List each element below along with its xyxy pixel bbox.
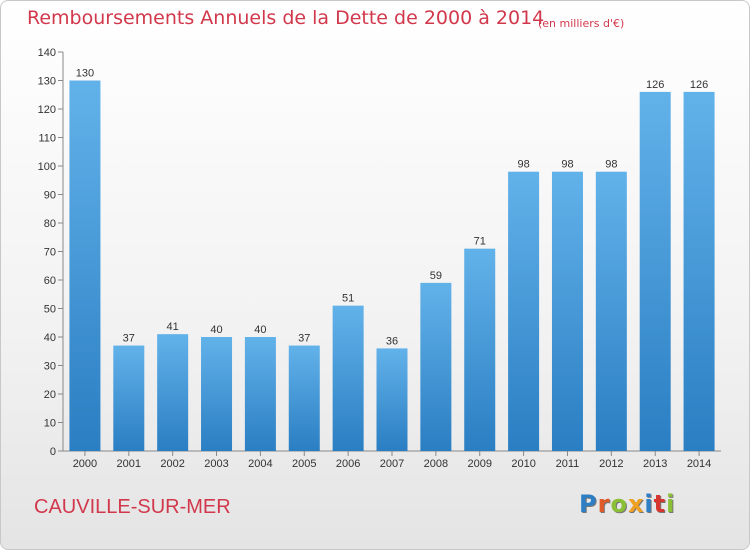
x-tick-label: 2001 <box>117 458 141 470</box>
y-tick-label: 40 <box>44 332 56 344</box>
data-labels: 130 37 41 40 40 37 51 36 59 71 98 98 98 126 126 <box>76 68 708 348</box>
brand-logo: Proxiti <box>579 490 675 518</box>
x-tick-label: 2003 <box>204 458 228 470</box>
x-tick-label: 2002 <box>160 458 184 470</box>
x-tick-label: 2008 <box>424 458 448 470</box>
y-tick-label: 70 <box>44 247 56 259</box>
y-tick-label: 30 <box>44 361 56 373</box>
x-tick-label: 2000 <box>73 458 97 470</box>
y-tick-label: 10 <box>44 418 56 430</box>
data-label: 130 <box>76 68 94 80</box>
data-label: 126 <box>646 79 664 91</box>
x-tick-label: 2014 <box>687 458 711 470</box>
brand-letter: o <box>610 490 628 518</box>
brand-letter: i <box>666 490 676 518</box>
bar <box>639 91 671 452</box>
data-label: 98 <box>517 159 529 171</box>
bar <box>551 171 583 451</box>
x-tick-label: 2011 <box>556 458 580 470</box>
y-tick-label: 100 <box>38 161 56 173</box>
bar <box>464 248 496 451</box>
y-tick-label: 80 <box>44 218 56 230</box>
bar <box>376 348 408 451</box>
y-tick-label: 140 <box>38 47 56 59</box>
bar <box>288 345 320 451</box>
data-label: 98 <box>605 159 617 171</box>
data-label: 51 <box>342 293 354 305</box>
y-tick-label: 120 <box>38 104 56 116</box>
x-tick-label: 2006 <box>336 458 360 470</box>
brand-letter: t <box>653 490 667 518</box>
bar <box>595 171 627 451</box>
data-label: 126 <box>690 79 708 91</box>
x-tick-label: 2012 <box>599 458 623 470</box>
y-tick-label: 110 <box>38 133 56 145</box>
y-tick-label: 20 <box>44 389 56 401</box>
y-tick-label: 50 <box>44 304 56 316</box>
data-label: 59 <box>430 270 442 282</box>
chart-title: Remboursements Annuels de la Dette de 20… <box>27 7 545 29</box>
chart-unit: (en milliers d'€) <box>538 17 625 30</box>
x-tick-label: 2013 <box>643 458 667 470</box>
bar <box>201 337 233 451</box>
y-tick-label: 90 <box>44 190 56 202</box>
data-label: 41 <box>167 321 179 333</box>
bar <box>420 282 452 451</box>
brand-letter: x <box>627 490 645 518</box>
bar <box>69 80 101 451</box>
bar <box>683 91 715 452</box>
data-label: 37 <box>298 333 310 345</box>
x-tick-label: 2009 <box>467 458 491 470</box>
x-tick-label: 2010 <box>511 458 535 470</box>
data-label: 40 <box>254 324 266 336</box>
x-tick-label: 2004 <box>248 458 272 470</box>
data-label: 40 <box>210 324 222 336</box>
data-label: 37 <box>123 333 135 345</box>
bar <box>508 171 540 451</box>
data-label: 36 <box>386 335 398 347</box>
x-tick-label: 2007 <box>380 458 404 470</box>
data-label: 71 <box>474 236 486 248</box>
bar <box>332 305 364 451</box>
brand-letter: r <box>597 490 611 518</box>
bar <box>244 337 276 451</box>
y-tick-label: 130 <box>38 76 56 88</box>
y-tick-label: 0 <box>50 446 56 458</box>
bar <box>113 345 145 451</box>
brand-letter: P <box>579 490 598 518</box>
x-tick-label: 2005 <box>292 458 316 470</box>
commune-name: CAUVILLE-SUR-MER <box>34 496 231 518</box>
data-label: 98 <box>561 159 573 171</box>
bar <box>157 334 189 451</box>
bars <box>69 80 715 452</box>
brand-letter: i <box>644 490 654 518</box>
y-tick-label: 60 <box>44 275 56 287</box>
